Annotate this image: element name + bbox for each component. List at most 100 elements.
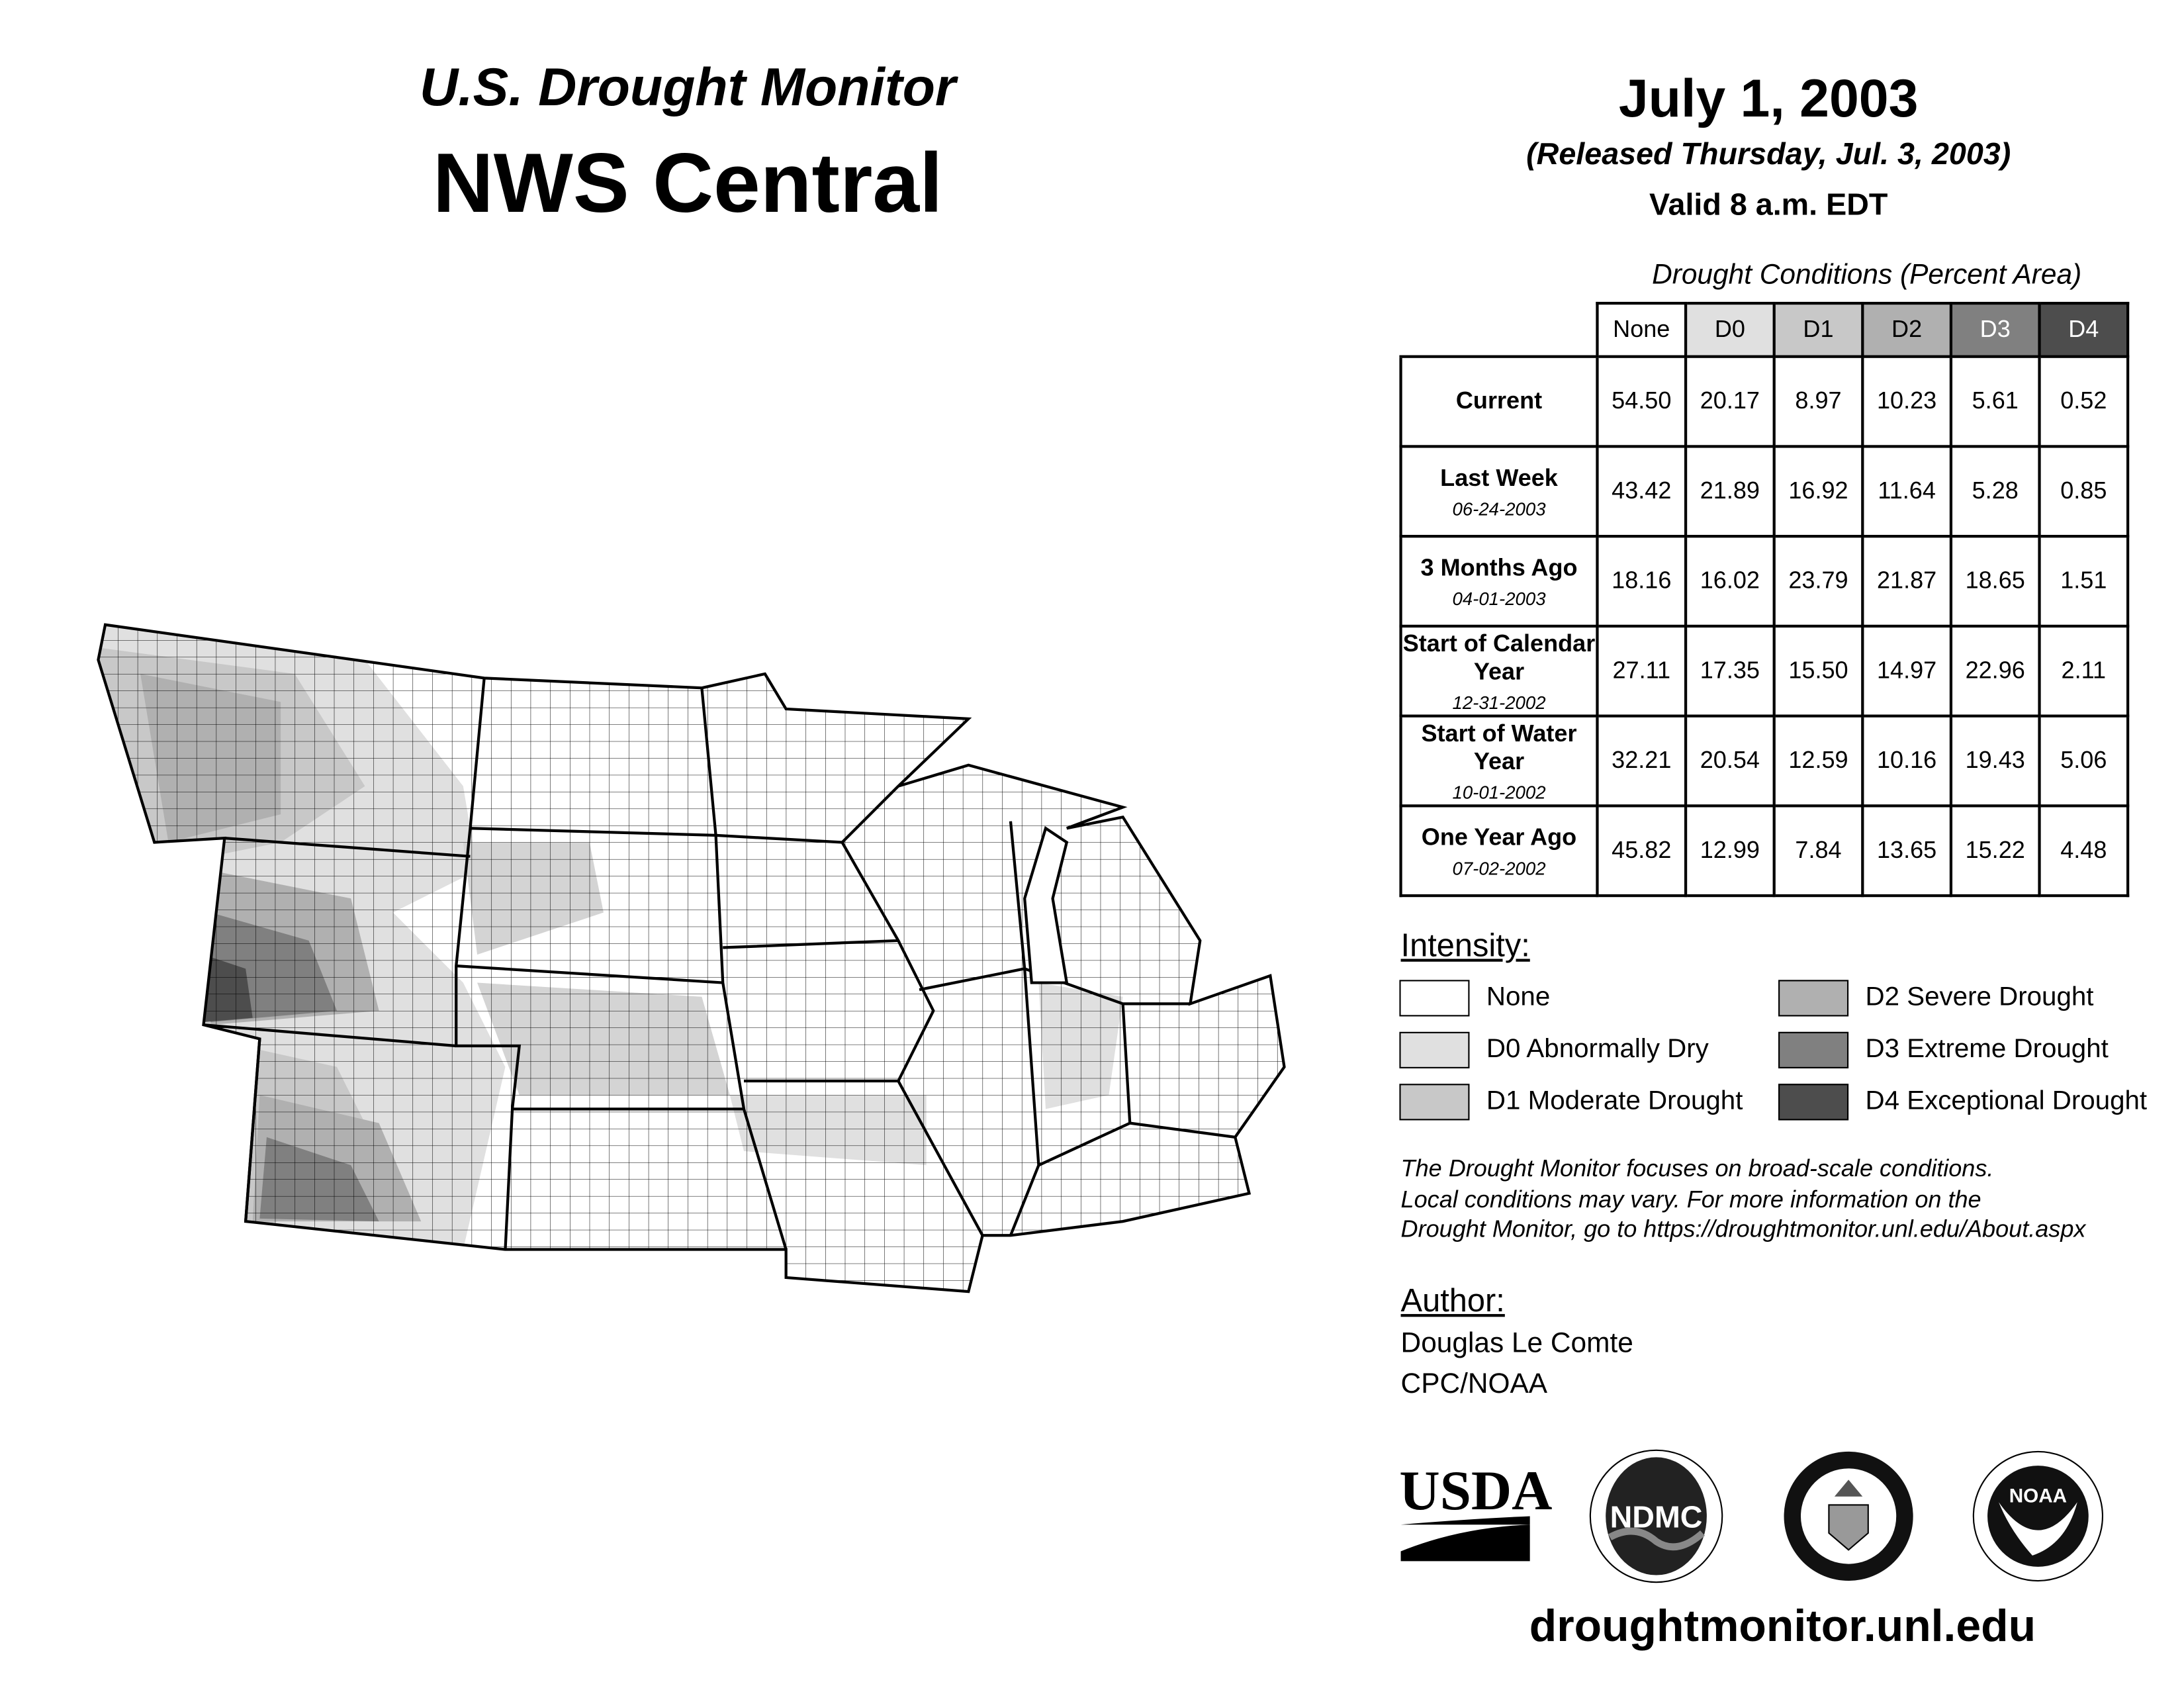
legend-swatch (1778, 980, 1849, 1017)
cell-none: 27.11 (1596, 624, 1688, 718)
legend-label: D0 Abnormally Dry (1486, 1035, 1709, 1064)
row-date: 07-02-2002 (1452, 857, 1546, 878)
legend-swatch (1399, 980, 1470, 1017)
valid-time: Valid 8 a.m. EDT (1649, 187, 1888, 222)
drought-map (0, 0, 1347, 1348)
state-borders (98, 625, 1284, 1291)
map-title: NWS Central (432, 136, 943, 230)
note-line: Local conditions may vary. For more info… (1400, 1186, 1981, 1213)
agency-logos: USDA NDMC NOAA (1399, 1449, 2104, 1583)
legend-swatch (1399, 1084, 1470, 1121)
cell-d4: 2.11 (2038, 624, 2130, 718)
cell-none: 43.42 (1596, 445, 1688, 538)
cell-d4: 1.51 (2038, 535, 2130, 628)
cell-d4: 0.52 (2038, 355, 2130, 448)
cell-d3: 5.61 (1949, 355, 2041, 448)
noaa-logo: NOAA (1972, 1450, 2104, 1582)
row-label: Start of Calendar Year 12-31-2002 (1399, 624, 1599, 718)
noaa-text: NOAA (2009, 1485, 2067, 1507)
row-label-text: Current (1455, 387, 1543, 414)
table-row: Last Week 06-24-2003 43.42 21.89 16.92 11.64 5… (1399, 445, 2130, 538)
website-url[interactable]: droughtmonitor.unl.edu (1529, 1600, 2036, 1652)
cell-d1: 23.79 (1772, 535, 1864, 628)
row-label-text: Last Week (1440, 463, 1558, 491)
legend-label: None (1486, 982, 1551, 1013)
usda-logo: USDA (1399, 1460, 1552, 1562)
legend-label: D1 Moderate Drought (1486, 1086, 1743, 1117)
row-label: Start of Water Year 10-01-2002 (1399, 714, 1599, 808)
legend-item: None (1399, 980, 1551, 1017)
cell-d4: 5.06 (2038, 714, 2130, 808)
table-row: One Year Ago 07-02-2002 45.82 12.99 7.84 13.6… (1399, 804, 2130, 898)
cell-d4: 0.85 (2038, 445, 2130, 538)
map-date: July 1, 2003 (1618, 70, 1919, 130)
legend-item: D2 Severe Drought (1778, 980, 2094, 1017)
cell-d2: 10.23 (1861, 355, 1953, 448)
cell-d4: 4.48 (2038, 804, 2130, 898)
legend-swatch (1399, 1031, 1470, 1068)
row-label: Current (1399, 355, 1599, 448)
col-d3: D3 (1949, 301, 2041, 358)
cell-d2: 14.97 (1861, 624, 1953, 718)
cell-d0: 17.35 (1684, 624, 1776, 718)
author-title: Author: (1400, 1282, 1505, 1319)
note-line: Drought Monitor, go to https://droughtmo… (1400, 1215, 2086, 1243)
commerce-seal (1784, 1451, 1913, 1581)
row-label-text: 3 Months Ago (1420, 553, 1578, 581)
cell-d3: 5.28 (1949, 445, 2041, 538)
table-row: Start of Calendar Year 12-31-2002 27.11 17.… (1399, 624, 2130, 718)
row-label-text: Start of Water Year (1421, 719, 1577, 774)
cell-none: 18.16 (1596, 535, 1688, 628)
row-label: 3 Months Ago 04-01-2003 (1399, 535, 1599, 628)
cell-d2: 10.16 (1861, 714, 1953, 808)
col-d0: D0 (1684, 301, 1776, 358)
cell-d1: 7.84 (1772, 804, 1864, 898)
row-date: 12-31-2002 (1452, 691, 1546, 713)
legend-swatch (1778, 1031, 1849, 1068)
cell-d1: 16.92 (1772, 445, 1864, 538)
col-d1: D1 (1772, 301, 1864, 358)
legend-label: D3 Extreme Drought (1865, 1035, 2109, 1064)
cell-none: 45.82 (1596, 804, 1688, 898)
legend-title: Intensity: (1400, 926, 1530, 963)
cell-d1: 15.50 (1772, 624, 1864, 718)
cell-d3: 22.96 (1949, 624, 2041, 718)
legend-item: D4 Exceptional Drought (1778, 1084, 2148, 1121)
cell-d0: 21.89 (1684, 445, 1776, 538)
cell-none: 54.50 (1596, 355, 1688, 448)
legend-label: D4 Exceptional Drought (1865, 1086, 2148, 1117)
table-caption: Drought Conditions (Percent Area) (1652, 259, 2082, 291)
cell-d0: 20.54 (1684, 714, 1776, 808)
drought-conditions-table: None D0 D1 D2 D3 D4 Current 54.50 20.17 8.9… (1399, 301, 2130, 898)
row-label: Last Week 06-24-2003 (1399, 445, 1599, 538)
legend-label: D2 Severe Drought (1865, 982, 2094, 1013)
table-row: Start of Water Year 10-01-2002 32.21 20.54 1… (1399, 714, 2130, 808)
row-label-text: Start of Calendar Year (1402, 630, 1596, 684)
map-subtitle: U.S. Drought Monitor (420, 59, 956, 118)
cell-d0: 20.17 (1684, 355, 1776, 448)
legend-item: D0 Abnormally Dry (1399, 1031, 1709, 1068)
cell-d3: 18.65 (1949, 535, 2041, 628)
county-lines (98, 624, 1285, 1292)
row-date: 10-01-2002 (1452, 781, 1546, 803)
legend-swatch (1778, 1084, 1849, 1121)
col-d2: D2 (1861, 301, 1953, 358)
row-label: One Year Ago 07-02-2002 (1399, 804, 1599, 898)
disclaimer-note: The Drought Monitor focuses on broad-sca… (1401, 1154, 2184, 1244)
cell-d1: 8.97 (1772, 355, 1864, 448)
cell-d1: 12.59 (1772, 714, 1864, 808)
author-block: Douglas Le Comte CPC/NOAA (1401, 1324, 1633, 1405)
row-date: 04-01-2003 (1452, 587, 1546, 609)
cell-d2: 11.64 (1861, 445, 1953, 538)
author-name: Douglas Le Comte (1400, 1328, 1633, 1359)
legend-item: D3 Extreme Drought (1778, 1031, 2109, 1068)
legend-item: D1 Moderate Drought (1399, 1084, 1743, 1121)
cell-d2: 13.65 (1861, 804, 1953, 898)
cell-d0: 16.02 (1684, 535, 1776, 628)
cell-d3: 19.43 (1949, 714, 2041, 808)
ndmc-logo: NDMC (1589, 1449, 1723, 1583)
note-line: The Drought Monitor focuses on broad-sca… (1400, 1155, 1994, 1182)
cell-d0: 12.99 (1684, 804, 1776, 898)
usda-text: USDA (1399, 1460, 1552, 1522)
legend: None D0 Abnormally Dry D1 Moderate Drought… (1399, 980, 2184, 1134)
